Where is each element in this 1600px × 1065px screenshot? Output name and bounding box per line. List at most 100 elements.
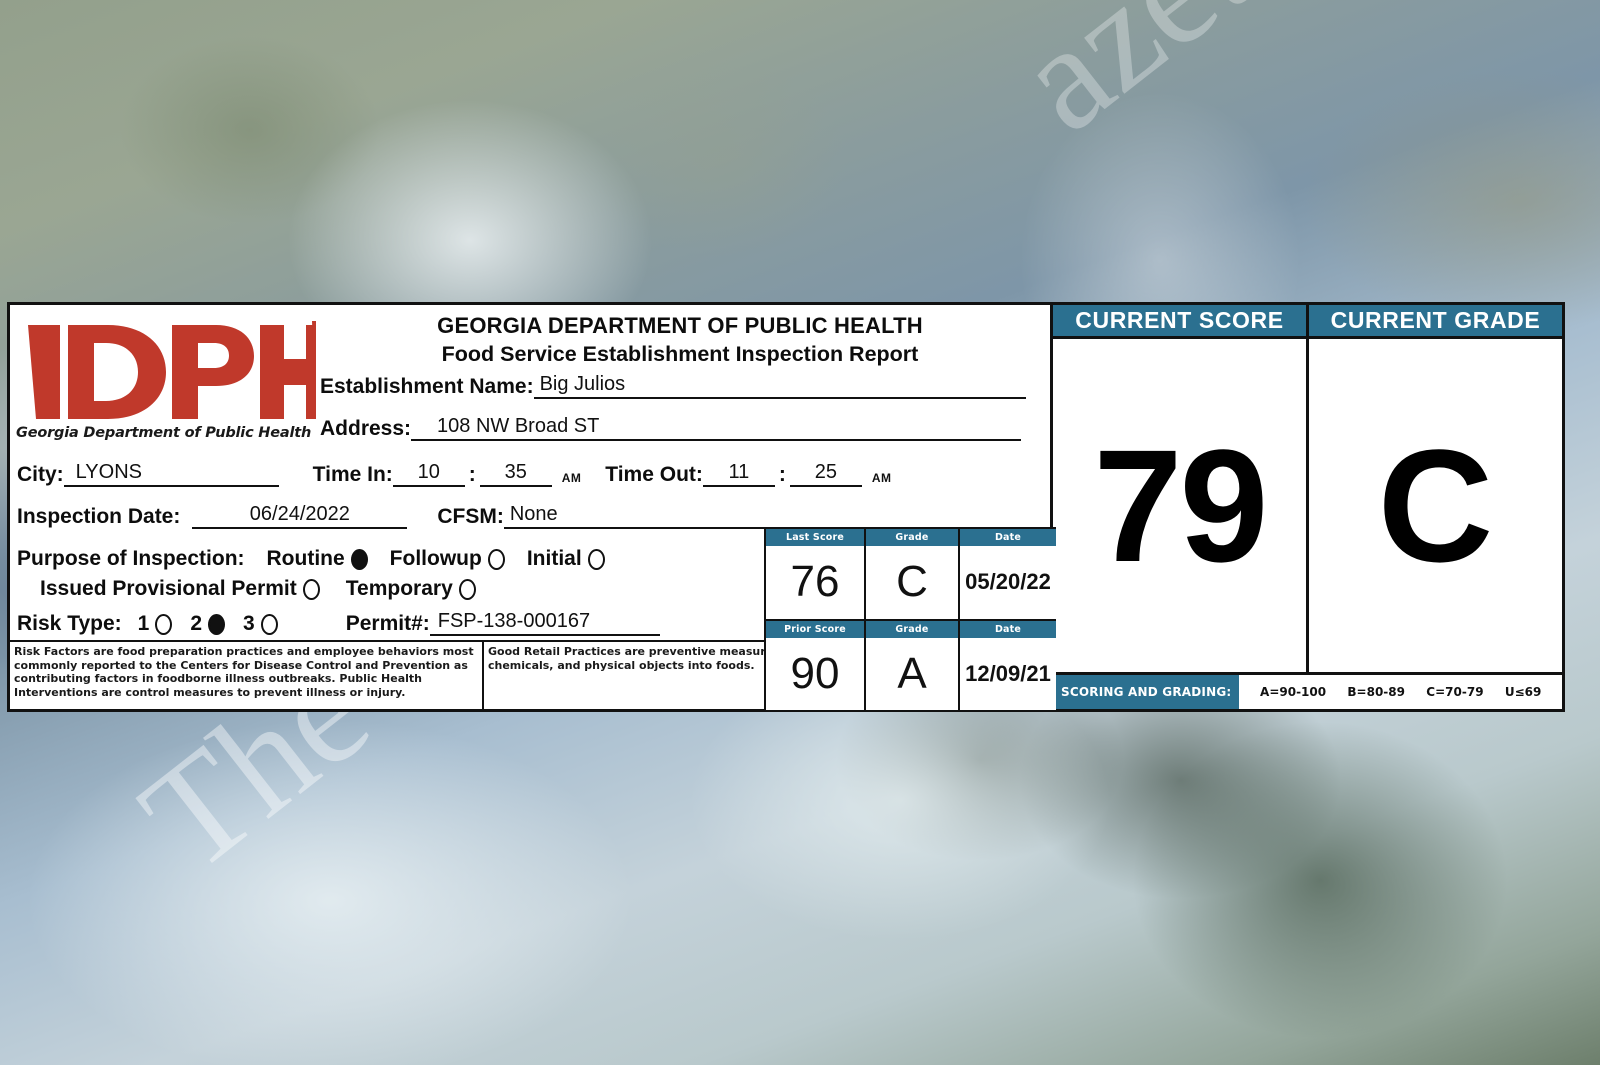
- time-out-ampm: AM: [871, 471, 892, 485]
- city-time-row: City: LYONS Time In: 10 : 35 AM Time Out…: [17, 461, 891, 487]
- prior-date-value: 12/09/21: [965, 660, 1051, 686]
- purpose-option-provisional-permit[interactable]: Issued Provisional Permit: [40, 577, 320, 601]
- scoring-range-c: C=70-79: [1426, 685, 1484, 699]
- address-row: Address: 108 NW Broad ST: [320, 415, 1022, 441]
- establishment-name-row: Establishment Name: Big Julios: [320, 373, 1026, 399]
- time-out-label: Time Out:: [605, 463, 703, 486]
- scoring-range-a: A=90-100: [1260, 685, 1327, 699]
- prior-score-body-row: 90 A 12/09/21: [766, 637, 1056, 710]
- last-score-header-row: Last Score Grade Date: [766, 529, 1056, 546]
- establishment-name-label: Establishment Name:: [320, 375, 534, 398]
- risk-option-1-label: 1: [137, 612, 150, 635]
- inspection-date-field[interactable]: 06/24/2022: [192, 503, 408, 529]
- scoring-range-b: B=80-89: [1347, 685, 1405, 699]
- permit-number-field[interactable]: FSP-138-000167: [429, 610, 660, 636]
- address-label: Address:: [320, 417, 412, 440]
- radio-routine-icon[interactable]: [350, 548, 368, 570]
- prior-grade-header: Grade: [866, 620, 960, 638]
- current-score-body-row: 79 C: [1053, 339, 1562, 675]
- purpose-of-inspection-row-2: Issued Provisional Permit Temporary: [40, 577, 484, 601]
- purpose-option-temporary[interactable]: Temporary: [346, 577, 476, 601]
- last-grade-value: C: [866, 546, 960, 619]
- current-score-cell: 79: [1053, 339, 1309, 672]
- dph-logo-tagline: Georgia Department of Public Health: [16, 425, 312, 441]
- prior-score-value: 90: [766, 637, 866, 710]
- purpose-option-initial[interactable]: Initial: [527, 547, 605, 571]
- title-line-2: Food Service Establishment Inspection Re…: [441, 342, 919, 366]
- last-score-value: 76: [766, 546, 866, 619]
- prior-grade-value: A: [866, 637, 960, 710]
- purpose-option-routine[interactable]: Routine: [267, 547, 368, 571]
- purpose-option-routine-label: Routine: [266, 547, 345, 570]
- current-score-header-row: CURRENT SCORE CURRENT GRADE: [1053, 305, 1562, 339]
- purpose-option-provisional-permit-label: Issued Provisional Permit: [40, 577, 297, 600]
- address-field[interactable]: 108 NW Broad ST: [411, 415, 1022, 441]
- time-in-minute-field[interactable]: 35: [479, 461, 552, 487]
- radio-provisional-permit-icon[interactable]: [302, 578, 320, 600]
- establishment-name-field[interactable]: Big Julios: [533, 373, 1026, 399]
- prior-score-header-row: Prior Score Grade Date: [766, 620, 1056, 638]
- risk-factors-note: Risk Factors are food preparation practi…: [10, 642, 484, 709]
- report-title: GEORGIA DEPARTMENT OF PUBLIC HEALTH Food…: [320, 313, 1040, 367]
- dph-logo: Georgia Department of Public Health: [16, 307, 316, 447]
- risk-factors-note-text: Risk Factors are food preparation practi…: [14, 645, 474, 699]
- current-grade-header: CURRENT GRADE: [1330, 307, 1541, 333]
- scoring-ranges: A=90-100 B=80-89 C=70-79 U≤69: [1239, 675, 1562, 709]
- scoring-and-grading-footer: SCORING AND GRADING: A=90-100 B=80-89 C=…: [1053, 675, 1562, 709]
- purpose-option-temporary-label: Temporary: [345, 577, 453, 600]
- radio-risk-1-icon[interactable]: [155, 613, 173, 635]
- radio-temporary-icon[interactable]: [458, 578, 476, 600]
- last-score-header: Last Score: [766, 529, 866, 546]
- time-in-separator: :: [468, 463, 476, 486]
- inspection-report-document: Georgia Department of Public Health GEOR…: [7, 302, 1565, 712]
- radio-initial-icon[interactable]: [587, 548, 605, 570]
- risk-option-2-label: 2: [190, 612, 203, 635]
- city-field[interactable]: LYONS: [63, 461, 279, 487]
- purpose-of-inspection-row: Purpose of Inspection: Routine Followup …: [17, 547, 613, 571]
- title-line-1: GEORGIA DEPARTMENT OF PUBLIC HEALTH: [437, 313, 923, 338]
- risk-option-1[interactable]: 1: [138, 612, 173, 636]
- risk-type-label: Risk Type:: [17, 612, 122, 635]
- purpose-label: Purpose of Inspection:: [17, 547, 245, 570]
- time-in-hour-field[interactable]: 10: [392, 461, 465, 487]
- current-score-header: CURRENT SCORE: [1053, 305, 1309, 336]
- radio-followup-icon[interactable]: [487, 548, 505, 570]
- radio-risk-3-icon[interactable]: [260, 613, 278, 635]
- dph-logo-mark: [28, 321, 316, 419]
- purpose-option-followup[interactable]: Followup: [390, 547, 505, 571]
- time-out-hour-field[interactable]: 11: [702, 461, 775, 487]
- score-history-table: Last Score Grade Date 76 C 05/20/22 Prio…: [764, 527, 1056, 712]
- last-date-header: Date: [994, 532, 1022, 543]
- scoring-range-u: U≤69: [1504, 685, 1542, 699]
- purpose-option-followup-label: Followup: [389, 547, 482, 570]
- current-grade-value: C: [1377, 415, 1494, 595]
- prior-score-header: Prior Score: [766, 620, 866, 638]
- city-label: City:: [17, 463, 64, 486]
- time-in-label: Time In:: [312, 463, 393, 486]
- scoring-and-grading-label: SCORING AND GRADING:: [1053, 675, 1240, 709]
- prior-date-header: Date: [994, 623, 1022, 635]
- time-out-separator: :: [778, 463, 786, 486]
- time-out-minute-field[interactable]: 25: [789, 461, 862, 487]
- risk-option-3[interactable]: 3: [243, 612, 278, 636]
- risk-option-3-label: 3: [243, 612, 255, 635]
- cfsm-field[interactable]: None: [503, 503, 869, 529]
- current-score-panel: CURRENT SCORE CURRENT GRADE 79 C SCORING…: [1053, 302, 1565, 712]
- risk-option-2[interactable]: 2: [190, 612, 226, 636]
- cfsm-label: CFSM:: [437, 505, 504, 528]
- form-panel: Georgia Department of Public Health GEOR…: [7, 302, 1056, 712]
- inspection-date-row: Inspection Date: 06/24/2022 CFSM: None: [17, 503, 869, 529]
- current-grade-cell: C: [1309, 339, 1562, 672]
- permit-label: Permit#:: [345, 612, 430, 635]
- prior-score-block: Prior Score Grade Date 90 A 12/09/21: [766, 618, 1056, 710]
- radio-risk-2-icon[interactable]: [208, 613, 226, 635]
- last-date-value: 05/20/22: [965, 569, 1051, 595]
- current-score-value: 79: [1093, 415, 1269, 595]
- risk-type-row: Risk Type: 1 2 3 Permit#: FSP-138-000167: [17, 610, 660, 636]
- purpose-option-initial-label: Initial: [526, 547, 582, 570]
- time-in-ampm: AM: [561, 471, 582, 485]
- last-score-body-row: 76 C 05/20/22: [766, 546, 1056, 619]
- last-grade-header: Grade: [866, 529, 960, 546]
- last-score-block: Last Score Grade Date 76 C 05/20/22: [766, 529, 1056, 619]
- inspection-date-label: Inspection Date:: [17, 505, 181, 528]
